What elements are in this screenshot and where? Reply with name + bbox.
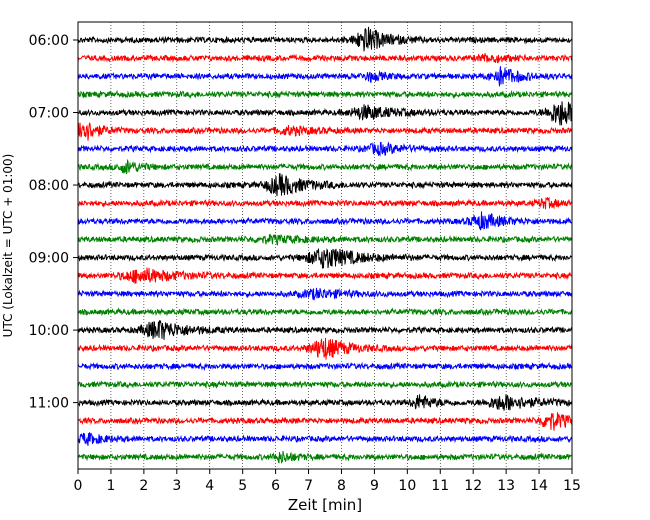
x-tick-label-12: 12 bbox=[464, 478, 482, 494]
trace-row-13 bbox=[77, 267, 573, 284]
trace-row-12 bbox=[77, 248, 573, 269]
x-tick-label-6: 6 bbox=[271, 478, 280, 494]
trace-row-15 bbox=[77, 307, 573, 317]
trace-row-6 bbox=[77, 141, 573, 157]
y-axis-ticks: 06:00 07:00 08:00 09:00 10:00 11:00 bbox=[29, 33, 78, 412]
trace-row-0 bbox=[77, 26, 573, 52]
trace-row-22 bbox=[77, 432, 573, 446]
vertical-gridlines bbox=[110, 22, 540, 469]
x-tick-label-13: 13 bbox=[497, 478, 515, 494]
y-tick-label-4: 10:00 bbox=[29, 323, 69, 339]
x-tick-label-10: 10 bbox=[398, 478, 416, 494]
trace-row-5 bbox=[77, 122, 573, 141]
trace-row-16 bbox=[77, 320, 573, 340]
x-tick-label-15: 15 bbox=[563, 478, 581, 494]
x-axis-ticks: 0 1 2 3 4 5 6 7 8 9 10 11 12 13 14 15 bbox=[74, 469, 581, 494]
x-tick-label-1: 1 bbox=[106, 478, 115, 494]
x-tick-label-8: 8 bbox=[337, 478, 346, 494]
x-tick-label-5: 5 bbox=[238, 478, 247, 494]
trace-row-8 bbox=[77, 173, 573, 197]
x-tick-label-9: 9 bbox=[370, 478, 379, 494]
trace-row-11 bbox=[77, 233, 573, 246]
trace-row-7 bbox=[77, 158, 573, 175]
trace-row-21 bbox=[77, 412, 573, 431]
x-tick-label-4: 4 bbox=[205, 478, 214, 494]
y-tick-label-1: 07:00 bbox=[29, 106, 69, 122]
trace-row-23 bbox=[77, 450, 573, 464]
trace-row-14 bbox=[77, 287, 573, 301]
y-tick-label-3: 09:00 bbox=[29, 251, 69, 267]
seismic-traces bbox=[77, 26, 573, 464]
x-tick-label-11: 11 bbox=[431, 478, 449, 494]
x-tick-label-7: 7 bbox=[304, 478, 313, 494]
plot-frame bbox=[77, 21, 573, 470]
trace-row-10 bbox=[77, 211, 573, 231]
x-tick-label-0: 0 bbox=[74, 478, 83, 494]
y-axis-label: UTC (Lokalzeit = UTC + 01:00) bbox=[1, 154, 15, 338]
trace-row-3 bbox=[77, 89, 573, 99]
y-tick-label-2: 08:00 bbox=[29, 178, 69, 194]
x-tick-label-2: 2 bbox=[139, 478, 148, 494]
x-tick-label-3: 3 bbox=[172, 478, 181, 494]
trace-row-20 bbox=[77, 394, 573, 411]
trace-row-4 bbox=[77, 101, 573, 126]
x-axis-label: Zeit [min] bbox=[288, 496, 362, 514]
trace-row-17 bbox=[77, 337, 573, 360]
trace-row-2 bbox=[77, 66, 573, 87]
x-tick-label-14: 14 bbox=[530, 478, 548, 494]
trace-row-18 bbox=[77, 361, 573, 371]
y-tick-label-5: 11:00 bbox=[29, 396, 69, 412]
trace-row-1 bbox=[77, 52, 573, 64]
trace-row-19 bbox=[77, 379, 573, 389]
y-tick-label-0: 06:00 bbox=[29, 33, 69, 49]
trace-row-9 bbox=[77, 196, 573, 210]
